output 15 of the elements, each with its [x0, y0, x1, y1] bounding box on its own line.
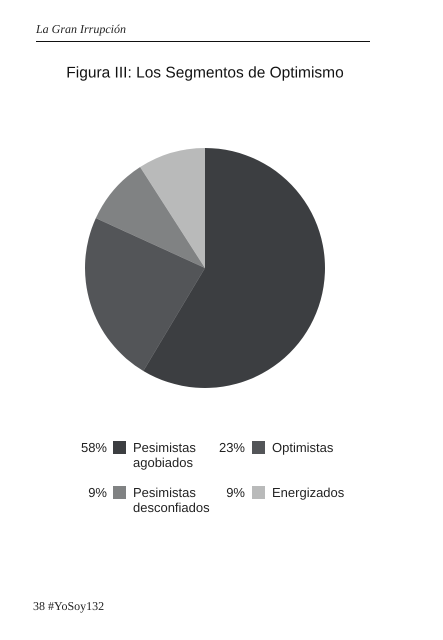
data-label: 9%	[226, 485, 245, 500]
pie-slice	[140, 148, 205, 268]
pie-slice	[143, 148, 325, 388]
pie-slice	[85, 218, 205, 371]
legend-label: Optimistas	[272, 440, 334, 455]
legend-label: Pesimistas agobiados	[133, 440, 197, 470]
data-label: 23%	[218, 440, 245, 455]
legend-label: Pesimistas desconfiados	[133, 485, 211, 515]
data-label: 9%	[88, 485, 107, 500]
legend-label: Energizados	[272, 485, 346, 500]
text: La Gran Irrupción	[36, 22, 370, 42]
pie-slice	[96, 167, 205, 268]
text: 38 #YoSoy132	[33, 599, 104, 614]
chart-title: Figura III: Los Segmentos de Optimismo	[66, 64, 344, 82]
data-label: 58%	[80, 440, 107, 455]
